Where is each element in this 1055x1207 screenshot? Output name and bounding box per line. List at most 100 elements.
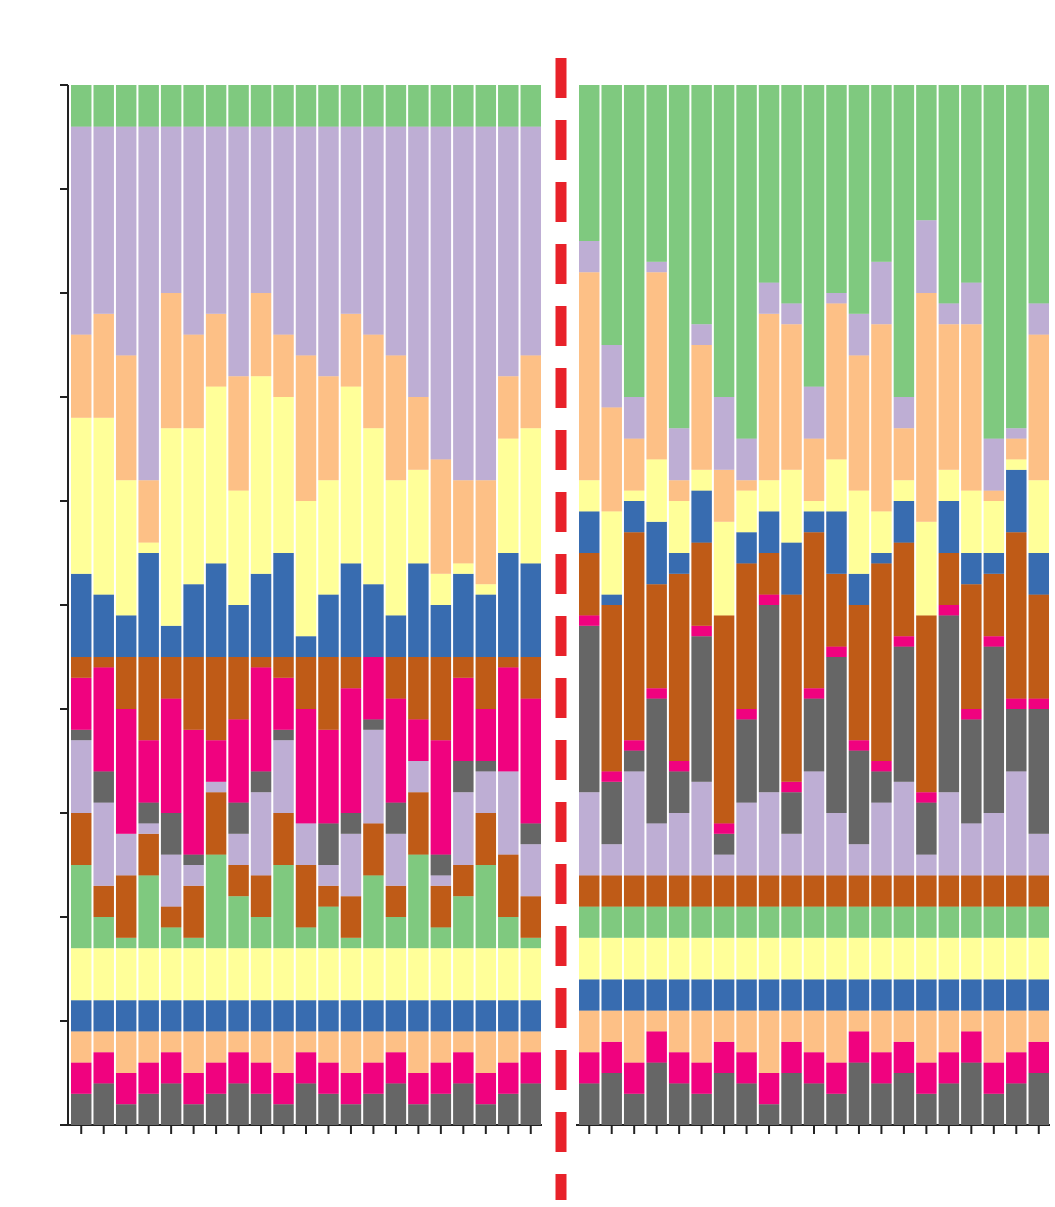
bar-segment <box>228 1052 249 1084</box>
bar-segment <box>205 1062 227 1094</box>
bar-segment <box>758 1010 780 1073</box>
bar-segment <box>1028 979 1049 1011</box>
bar-segment <box>160 1083 182 1125</box>
bar-segment <box>646 521 667 585</box>
bar-segment <box>826 906 847 938</box>
bar-segment <box>453 677 474 761</box>
bar-segment <box>205 386 227 564</box>
bar-segment <box>691 625 712 637</box>
bar-segment <box>250 573 272 657</box>
bar-segment <box>579 625 600 793</box>
bar-segment <box>115 937 137 949</box>
bar-segment <box>983 937 1005 980</box>
bar-segment <box>385 1031 407 1053</box>
bar-segment <box>115 1000 137 1032</box>
bar-segment <box>736 719 757 803</box>
bar-segment <box>1028 594 1049 699</box>
bar-segment <box>803 532 825 689</box>
bar-segment <box>758 792 780 876</box>
bar-segment <box>160 854 182 907</box>
bar-segment <box>453 573 474 657</box>
bar-segment <box>183 584 204 657</box>
bar-segment <box>160 293 182 429</box>
bar-segment <box>736 906 757 938</box>
bar-segment <box>250 1062 272 1094</box>
bar-segment <box>736 490 757 533</box>
bar-segment <box>475 1104 497 1125</box>
bar-segment <box>228 833 249 865</box>
bar-segment <box>781 833 802 876</box>
bar-segment <box>668 480 690 501</box>
bar-segment <box>623 490 645 501</box>
bar-segment <box>115 355 137 481</box>
bar-segment <box>475 761 497 772</box>
bar-segment <box>205 1093 227 1125</box>
bar-segment <box>520 937 541 949</box>
bar-segment <box>318 885 339 907</box>
bar-segment <box>691 1093 712 1125</box>
bar-segment <box>916 802 937 855</box>
bar-segment <box>871 802 892 876</box>
bar-segment <box>916 85 937 221</box>
bar-segment <box>668 573 690 761</box>
bar-segment <box>430 573 452 605</box>
bar-segment <box>758 313 780 481</box>
bar-segment <box>961 553 982 585</box>
bar-segment <box>848 1031 870 1063</box>
bar-segment <box>893 636 915 647</box>
bar-segment <box>713 937 735 980</box>
bar-segment <box>205 1000 227 1032</box>
bar-segment <box>623 875 645 907</box>
bar-segment <box>623 1010 645 1063</box>
bar-segment <box>736 563 757 709</box>
bar-segment <box>340 937 362 949</box>
bar-segment <box>646 261 667 273</box>
bar-segment <box>579 906 600 938</box>
bar-segment <box>781 1010 802 1042</box>
bar-segment <box>848 490 870 574</box>
bar-segment <box>1028 1010 1049 1042</box>
bar-segment <box>871 906 892 938</box>
bar-segment <box>871 937 892 980</box>
bar-segment <box>160 1000 182 1032</box>
bar-segment <box>983 553 1005 574</box>
bar-segment <box>1028 334 1049 481</box>
bar-segment <box>646 688 667 699</box>
bar-segment <box>916 521 937 616</box>
bar-segment <box>273 677 294 730</box>
bar-segment <box>93 594 114 657</box>
bar-segment <box>115 1104 137 1125</box>
bar-segment <box>498 1031 519 1063</box>
bar-segment <box>71 1031 92 1063</box>
bar-segment <box>579 85 600 241</box>
bar-segment <box>273 334 294 397</box>
bar-segment <box>295 85 317 127</box>
bar-segment <box>826 85 847 293</box>
bar-segment <box>983 636 1005 647</box>
bar-segment <box>1028 709 1049 834</box>
bar-segment <box>579 511 600 553</box>
bar-segment <box>453 657 474 678</box>
bar-segment <box>781 906 802 938</box>
bar-segment <box>340 386 362 564</box>
bar-segment <box>623 85 645 397</box>
bar-segment <box>601 1010 622 1042</box>
bar-segment <box>826 657 847 813</box>
bar-segment <box>295 1000 317 1032</box>
bar-segment <box>848 750 870 845</box>
bar-segment <box>736 532 757 564</box>
bar-segment <box>803 1052 825 1084</box>
bar-segment <box>668 937 690 980</box>
bar-segment <box>646 272 667 460</box>
bar-segment <box>318 823 339 865</box>
bar-segment <box>1006 532 1027 699</box>
bar-segment <box>340 563 362 657</box>
bar-segment <box>961 719 982 824</box>
bar-segment <box>115 709 137 834</box>
bar-segment <box>273 126 294 335</box>
bar-segment <box>115 1031 137 1073</box>
bar-segment <box>475 1000 497 1032</box>
bar-segment <box>71 334 92 418</box>
bar-segment <box>205 85 227 127</box>
bar-segment <box>520 355 541 429</box>
